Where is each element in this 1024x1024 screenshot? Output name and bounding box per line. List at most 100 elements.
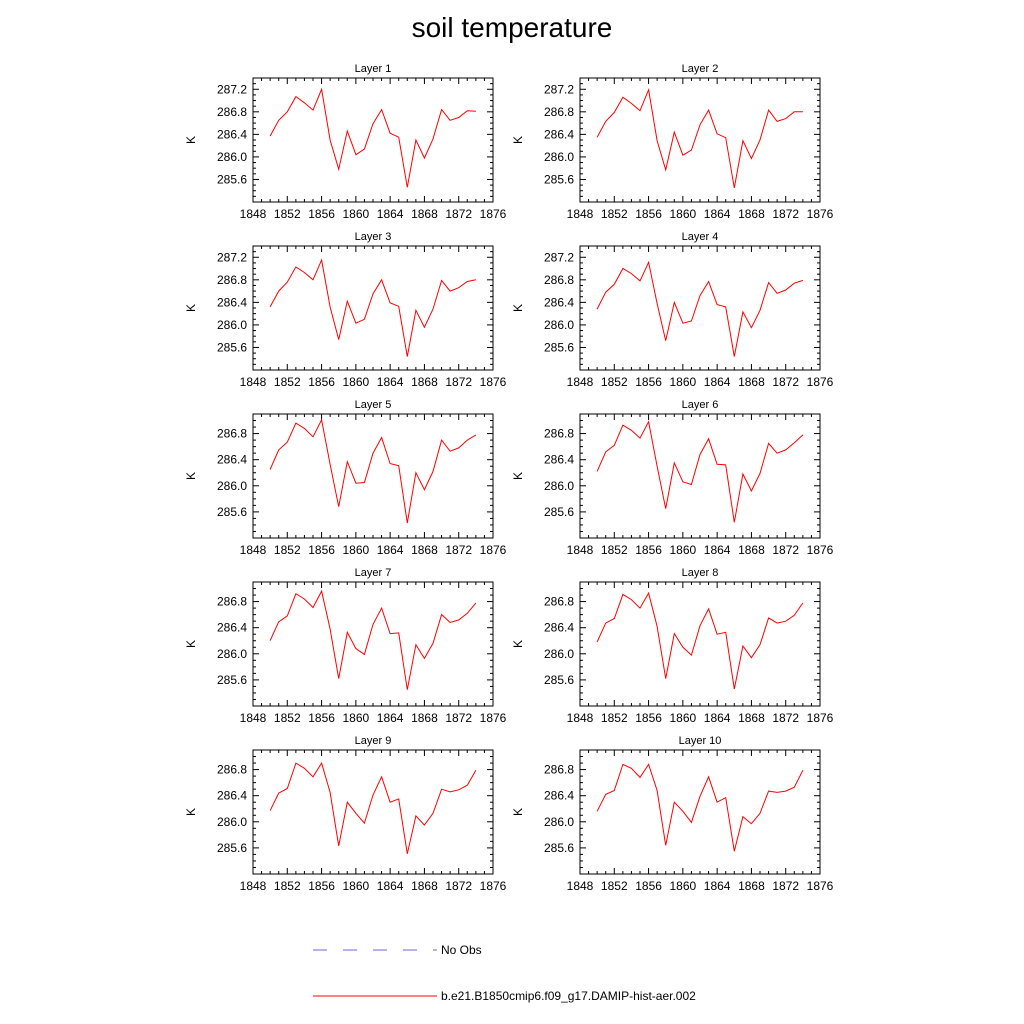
x-tick-label: 1864 [704, 375, 731, 389]
y-tick-label: 286.0 [544, 150, 574, 164]
plot-frame [579, 245, 821, 371]
y-tick-label: 286.0 [544, 318, 574, 332]
y-tick-label: 285.6 [217, 841, 247, 855]
plot-frame [252, 413, 494, 539]
y-tick-label: 286.0 [217, 647, 247, 661]
x-tick-label: 1852 [601, 375, 628, 389]
x-tick-label: 1852 [274, 207, 301, 221]
y-tick-label: 285.6 [217, 673, 247, 687]
x-tick-label: 1872 [445, 207, 472, 221]
x-tick-label: 1868 [411, 543, 438, 557]
y-tick-label: 286.4 [217, 789, 247, 803]
x-tick-label: 1868 [411, 711, 438, 725]
x-tick-label: 1856 [308, 375, 335, 389]
legend-label: No Obs [441, 943, 482, 957]
x-tick-label: 1860 [670, 879, 697, 893]
x-tick-label: 1876 [480, 543, 507, 557]
x-tick-label: 1868 [411, 879, 438, 893]
y-tick-label: 285.6 [217, 505, 247, 519]
y-axis-label: K [511, 304, 525, 312]
y-tick-label: 285.6 [217, 340, 247, 354]
y-axis-label: K [184, 304, 198, 312]
x-tick-label: 1852 [601, 543, 628, 557]
series-line [269, 87, 476, 188]
x-tick-label: 1864 [704, 879, 731, 893]
x-tick-label: 1868 [738, 711, 765, 725]
series-line [596, 420, 804, 523]
x-tick-label: 1856 [635, 879, 662, 893]
y-tick-label: 286.0 [217, 150, 247, 164]
panel-title: Layer 5 [355, 399, 392, 411]
x-tick-label: 1872 [772, 207, 799, 221]
x-tick-label: 1876 [480, 711, 507, 725]
y-tick-label: 287.2 [544, 250, 574, 264]
x-tick-label: 1860 [670, 207, 697, 221]
x-tick-label: 1868 [738, 207, 765, 221]
y-tick-label: 286.4 [544, 789, 574, 803]
y-tick-label: 286.4 [217, 295, 247, 309]
x-tick-label: 1856 [635, 207, 662, 221]
y-tick-label: 285.6 [544, 505, 574, 519]
x-tick-label: 1856 [635, 711, 662, 725]
x-tick-label: 1856 [308, 879, 335, 893]
y-axis-label: K [511, 640, 525, 648]
plot-frame [252, 581, 494, 707]
x-tick-label: 1852 [601, 711, 628, 725]
y-tick-label: 286.0 [544, 479, 574, 493]
x-tick-label: 1848 [240, 879, 267, 893]
y-tick-label: 286.8 [544, 273, 574, 287]
y-tick-label: 286.0 [217, 318, 247, 332]
panel-layer-1: Layer 1 1848 1852 1856 1860 1864 1868 1872 1876 2… [184, 63, 507, 221]
panel-layer-9: Layer 9 1848 1852 1856 1860 1864 1868 1872 1876 2… [184, 735, 507, 893]
x-tick-label: 1868 [738, 375, 765, 389]
panel-layer-10: Layer 10 1848 1852 1856 1860 1864 1868 1872 1876… [511, 735, 834, 893]
y-tick-label: 286.0 [544, 815, 574, 829]
x-tick-label: 1860 [343, 879, 370, 893]
y-axis-label: K [511, 136, 525, 144]
x-tick-label: 1868 [738, 879, 765, 893]
series-line [269, 761, 477, 854]
plot-frame [579, 77, 821, 203]
panel-title: Layer 9 [355, 735, 392, 747]
panel-layer-8: Layer 8 1848 1852 1856 1860 1864 1868 1872 1876 2… [511, 567, 834, 725]
panel-layer-6: Layer 6 1848 1852 1856 1860 1864 1868 1872 1876 2… [511, 399, 834, 557]
x-tick-label: 1848 [567, 543, 594, 557]
x-tick-label: 1876 [480, 207, 507, 221]
x-tick-label: 1864 [704, 711, 731, 725]
panel-title: Layer 4 [682, 231, 719, 243]
x-tick-label: 1868 [411, 207, 438, 221]
panel-title: Layer 2 [682, 63, 719, 75]
x-tick-label: 1848 [240, 207, 267, 221]
x-tick-label: 1848 [240, 543, 267, 557]
y-axis-label: K [184, 640, 198, 648]
x-tick-label: 1864 [377, 879, 404, 893]
x-tick-label: 1852 [274, 879, 301, 893]
y-tick-label: 286.8 [217, 427, 247, 441]
x-tick-label: 1856 [308, 711, 335, 725]
panel-title: Layer 3 [355, 231, 392, 243]
x-tick-label: 1864 [704, 207, 731, 221]
series-line [269, 589, 477, 690]
x-tick-label: 1872 [445, 879, 472, 893]
x-tick-label: 1860 [343, 375, 370, 389]
x-tick-label: 1852 [274, 711, 301, 725]
panel-title: Layer 10 [679, 735, 722, 747]
y-axis-label: K [511, 472, 525, 480]
y-tick-label: 286.4 [544, 127, 574, 141]
y-tick-label: 287.2 [217, 250, 247, 264]
panel-title: Layer 7 [355, 567, 392, 579]
x-tick-label: 1856 [308, 207, 335, 221]
y-tick-label: 286.0 [217, 479, 247, 493]
x-tick-label: 1876 [807, 207, 834, 221]
x-tick-label: 1860 [343, 543, 370, 557]
x-tick-label: 1872 [772, 543, 799, 557]
x-tick-label: 1860 [343, 207, 370, 221]
panel-layer-4: Layer 4 1848 1852 1856 1860 1864 1868 1872 1876 2… [511, 231, 834, 389]
y-tick-label: 285.6 [544, 673, 574, 687]
y-tick-label: 286.8 [544, 105, 574, 119]
x-tick-label: 1856 [635, 543, 662, 557]
y-tick-label: 286.0 [217, 815, 247, 829]
y-axis-label: K [184, 136, 198, 144]
y-tick-label: 286.8 [217, 105, 247, 119]
